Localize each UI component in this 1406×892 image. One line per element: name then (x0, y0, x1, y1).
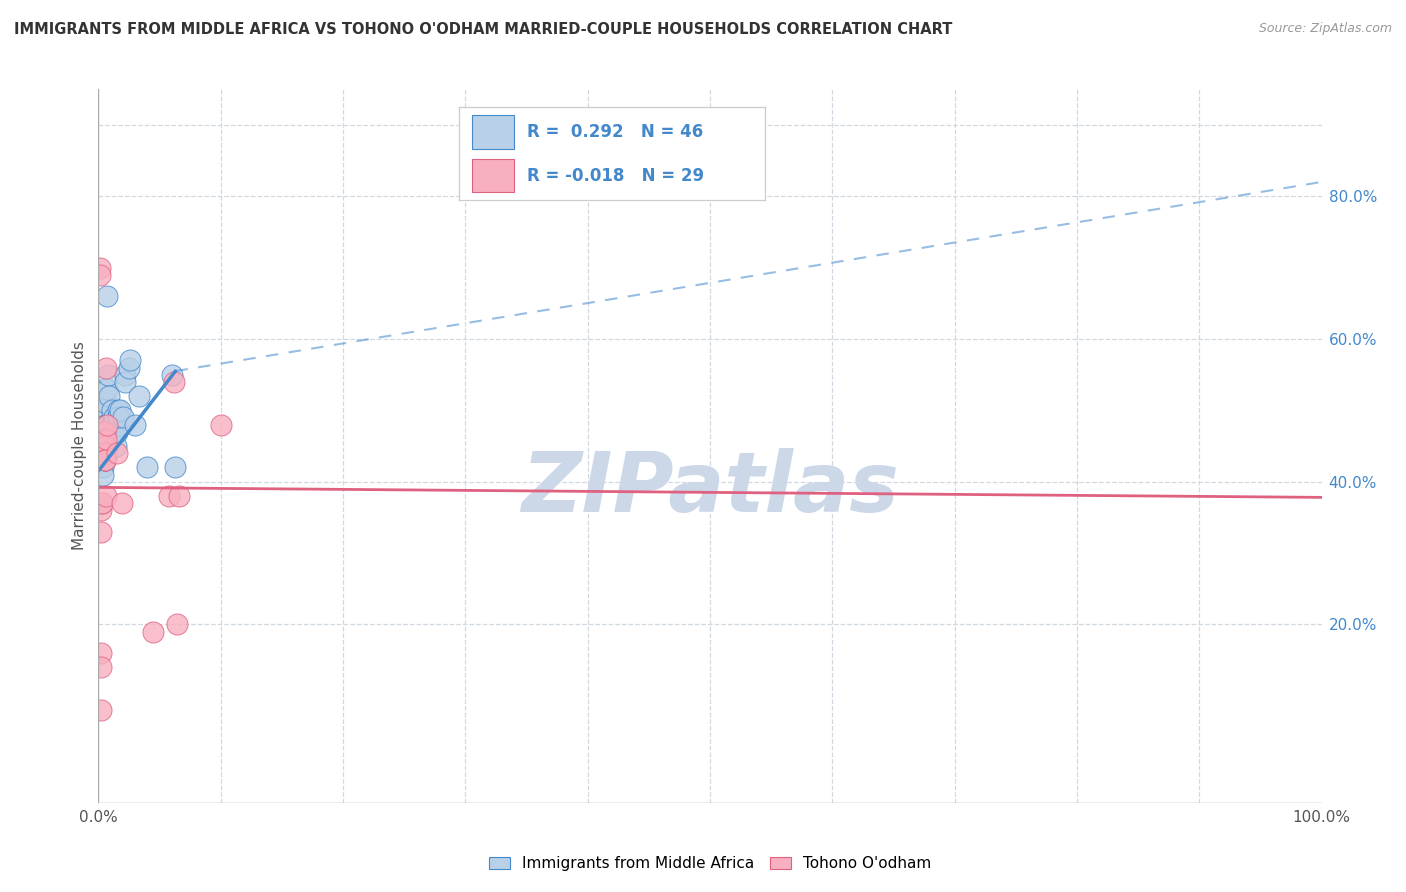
Point (94, 360, 117, 375)
Point (93, 453, 115, 467)
Point (96, 432, 118, 446)
Text: IMMIGRANTS FROM MIDDLE AFRICA VS TOHONO O'ODHAM MARRIED-COUPLE HOUSEHOLDS CORREL: IMMIGRANTS FROM MIDDLE AFRICA VS TOHONO … (14, 22, 952, 37)
Point (101, 417, 124, 432)
Point (101, 425, 124, 439)
Point (96, 417, 118, 432)
Point (97, 368, 120, 382)
Point (93, 446, 115, 460)
Point (114, 368, 136, 382)
Point (105, 425, 128, 439)
Point (91, 425, 114, 439)
Point (90, 417, 112, 432)
Point (91, 432, 114, 446)
Point (136, 460, 159, 475)
Point (89, 268, 111, 282)
Point (124, 417, 146, 432)
Point (93, 453, 115, 467)
Point (107, 410, 129, 425)
Point (93, 439, 115, 453)
Point (167, 489, 190, 503)
Point (91, 467, 114, 482)
Point (104, 439, 127, 453)
Point (110, 403, 132, 417)
Point (89, 260, 111, 275)
Point (120, 353, 142, 368)
Point (91, 446, 114, 460)
Point (94, 396, 117, 410)
Point (91, 496, 114, 510)
Point (111, 496, 134, 510)
Legend: Immigrants from Middle Africa, Tohono O'odham: Immigrants from Middle Africa, Tohono O'… (482, 850, 938, 877)
Point (93, 446, 115, 460)
Point (166, 617, 188, 632)
Point (165, 460, 187, 475)
Point (114, 375, 136, 389)
Point (103, 410, 125, 425)
Point (90, 646, 112, 660)
Point (163, 375, 186, 389)
Point (94, 446, 117, 460)
Point (93, 425, 115, 439)
Point (105, 446, 128, 460)
Point (91, 432, 114, 446)
Point (94, 489, 117, 503)
Point (96, 382, 118, 396)
Point (91, 460, 114, 475)
Point (94, 417, 117, 432)
Point (90, 703, 112, 717)
Point (93, 382, 115, 396)
Point (160, 368, 183, 382)
Point (96, 446, 118, 460)
Point (101, 403, 124, 417)
Point (157, 489, 180, 503)
Point (93, 432, 115, 446)
Y-axis label: Married-couple Households: Married-couple Households (72, 342, 87, 550)
Point (93, 453, 115, 467)
Point (91, 403, 114, 417)
Text: ZIPatlas: ZIPatlas (522, 449, 898, 529)
Point (107, 403, 129, 417)
Point (94, 425, 117, 439)
Point (98, 389, 121, 403)
Point (91, 425, 114, 439)
Point (93, 453, 115, 467)
Point (100, 417, 122, 432)
Point (128, 389, 150, 403)
Point (91, 439, 114, 453)
Point (94, 432, 117, 446)
Point (90, 503, 112, 517)
Point (209, 417, 232, 432)
Point (96, 289, 118, 303)
Point (100, 432, 122, 446)
Point (142, 624, 165, 639)
Point (93, 417, 115, 432)
Point (91, 496, 114, 510)
Point (90, 660, 112, 674)
Point (93, 403, 115, 417)
Point (93, 439, 115, 453)
Text: Source: ZipAtlas.com: Source: ZipAtlas.com (1258, 22, 1392, 36)
Point (118, 360, 141, 375)
Point (90, 524, 112, 539)
Point (111, 410, 134, 425)
